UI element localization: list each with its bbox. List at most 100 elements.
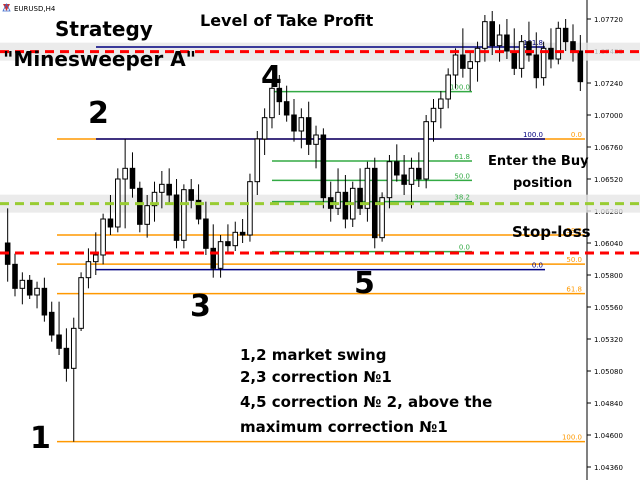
candle-bear <box>394 161 400 176</box>
candle-bear <box>305 117 312 145</box>
candle-bear <box>533 54 540 79</box>
fibonacci-levels: 0.038.250.061.8100.0100.061.850.038.20.0… <box>57 39 585 443</box>
candle-bull <box>540 47 547 79</box>
note-line-3: 4,5 correction № 2, above the <box>240 393 492 411</box>
candle-bear <box>166 183 172 196</box>
fibo-secondary-level-label: 38.2 <box>454 194 470 202</box>
candle-bear <box>570 41 576 52</box>
candle-bull <box>452 54 459 76</box>
candle-bull <box>70 327 77 369</box>
candle-bull <box>555 27 562 60</box>
swing-point-2: 2 <box>88 96 109 131</box>
candle-bear <box>526 41 532 56</box>
plot-area[interactable] <box>0 0 587 480</box>
fibo-secondary-level-label: 0.0 <box>459 244 470 252</box>
candle-bull <box>482 21 488 49</box>
enter-buy-label-line1: Enter the Buy <box>488 154 589 169</box>
price-tick-label: 1.06760 <box>594 144 623 152</box>
note-line-1: 1,2 market swing <box>240 346 386 364</box>
fibo-primary-level-label: 100.0 <box>562 434 582 442</box>
candle-bull <box>85 261 92 279</box>
dashed-level-lines <box>0 50 640 255</box>
candle-bull <box>115 178 121 228</box>
candle-bull <box>379 197 385 239</box>
candle-bull <box>269 87 275 119</box>
window-title: EURUSD,H4 <box>2 3 56 13</box>
candle-bull <box>364 167 371 209</box>
price-tick-label: 1.05320 <box>594 336 623 344</box>
fibo-primary-level-label: 61.8 <box>566 286 582 294</box>
candle-bear <box>195 199 202 220</box>
swing-point-4: 4 <box>261 60 282 95</box>
swing-point-3: 3 <box>190 289 211 324</box>
candle-bear <box>416 167 422 180</box>
price-tick-label: 1.06520 <box>594 176 623 184</box>
fibo-primary-level-label: 0.0 <box>571 131 582 139</box>
candle-bull <box>430 107 437 123</box>
candle-bear <box>577 50 584 83</box>
candle-bear <box>48 311 55 336</box>
fibo-secondary-level-label: 50.0 <box>454 172 470 180</box>
take-profit-title: Level of Take Profit <box>200 11 374 30</box>
candle-bear <box>188 189 194 201</box>
candle-bull <box>92 254 99 263</box>
candle-bear <box>203 218 209 249</box>
candle-bear <box>225 241 231 247</box>
candle-bull <box>467 61 473 69</box>
candle-bull <box>181 189 187 241</box>
candle-bear <box>239 231 246 236</box>
price-tick-label: 1.07240 <box>594 80 623 88</box>
symbol-title: EURUSD,H4 <box>14 5 56 13</box>
candle-bull <box>151 191 158 207</box>
candle-bear <box>173 194 180 241</box>
candle-bull <box>335 191 341 209</box>
note-line-2: 2,3 correction №1 <box>240 368 392 386</box>
stop-loss-label: Stop-loss <box>512 223 591 241</box>
price-tick-label: 1.07000 <box>594 112 623 120</box>
candle-bear <box>291 114 297 132</box>
candle-bear <box>41 287 48 316</box>
candle-bull <box>78 277 84 329</box>
candle-bear <box>137 187 143 225</box>
candle-bull <box>247 181 253 236</box>
candle-bull <box>232 231 239 247</box>
candle-bear <box>56 334 62 349</box>
candle-bull <box>386 161 393 199</box>
candle-bull <box>159 183 165 193</box>
price-tick-label: 1.06040 <box>594 240 623 248</box>
price-tick-label: 1.05800 <box>594 272 623 280</box>
price-tick-label: 1.04360 <box>594 464 623 472</box>
candle-bull <box>518 41 525 69</box>
candle-bear <box>562 27 569 43</box>
candle-bull <box>298 117 305 132</box>
candle-bear <box>401 174 407 185</box>
candle-bull <box>34 287 40 296</box>
candle-bear <box>107 218 114 228</box>
fibo-secondary-level-label: 61.8 <box>454 153 470 161</box>
fibo-blue-level-label: 100.0 <box>523 131 543 139</box>
fibo-primary-level-label: 38.2 <box>566 227 582 235</box>
chart-symbol-icon <box>2 3 11 12</box>
candle-bear <box>548 47 554 60</box>
chart-menu-icon[interactable] <box>3 4 10 11</box>
candle-bear <box>320 134 327 199</box>
candle-bear <box>12 263 18 289</box>
candle-bear <box>489 21 496 47</box>
candle-bear <box>276 87 283 103</box>
swing-point-5: 5 <box>354 266 375 301</box>
candle-bull <box>122 167 128 180</box>
candle-bear <box>129 167 136 189</box>
price-tick-label: 1.04840 <box>594 400 623 408</box>
candle-bull <box>423 121 429 180</box>
candle-bull <box>100 218 106 256</box>
candle-bear <box>511 50 518 69</box>
strategy-title-line1: Strategy <box>55 17 153 41</box>
fibo-blue-level-label: 161.8 <box>523 39 543 47</box>
candle-bull <box>438 98 444 109</box>
price-tick-label: 1.05560 <box>594 304 623 312</box>
note-line-4: maximum correction №1 <box>240 418 448 436</box>
candle-bull <box>261 117 268 140</box>
candlesticks <box>4 11 584 442</box>
